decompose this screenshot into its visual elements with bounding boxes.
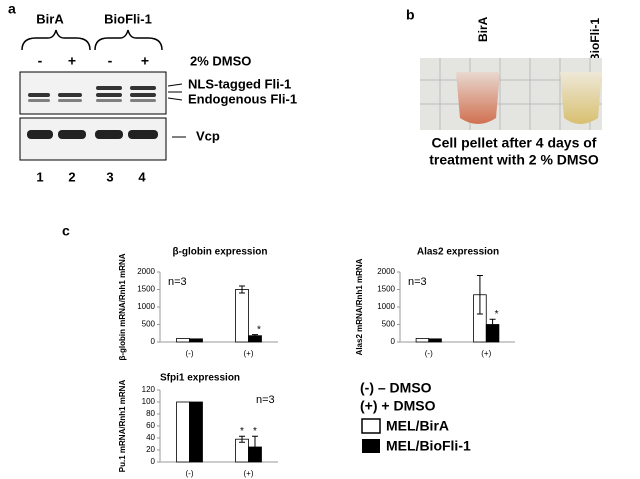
group-label: BirA	[36, 11, 64, 26]
annotation: n=3	[256, 394, 275, 406]
lane: 1	[36, 169, 43, 184]
chart-title: Alas2 expression	[417, 247, 499, 258]
error-bar	[476, 275, 483, 315]
y-tick-label: 1500	[377, 285, 395, 294]
x-tick-label: (-)	[425, 349, 433, 358]
band-label: NLS-tagged Fli-1	[188, 76, 291, 91]
treatment-label: 2% DMSO	[190, 53, 251, 68]
y-tick-label: 120	[142, 385, 156, 394]
annotation: n=3	[408, 276, 427, 288]
y-axis-label: Pu.1 mRNA/Rnh1 mRNA	[118, 380, 127, 473]
y-tick-label: 100	[142, 397, 156, 406]
lane: 3	[106, 169, 113, 184]
significance: *	[240, 426, 244, 437]
bar	[428, 338, 442, 343]
brace	[94, 29, 163, 51]
band-label: Endogenous Fli-1	[188, 91, 297, 106]
caption: Cell pellet after 4 days of	[432, 135, 597, 151]
x-tick-label: (-)	[186, 349, 194, 358]
bar	[176, 338, 190, 343]
y-tick-label: 0	[391, 337, 396, 346]
legend-entry: MEL/BirA	[386, 418, 449, 434]
treatment: +	[68, 53, 76, 69]
x-tick-label: (+)	[244, 349, 254, 358]
y-tick-label: 0	[151, 457, 156, 466]
bands	[28, 86, 156, 102]
band-label: Vcp	[196, 128, 220, 143]
y-tick-label: 60	[146, 421, 155, 430]
y-tick-label: 1500	[137, 285, 155, 294]
group-label: BioFli-1	[104, 11, 152, 26]
bands	[27, 130, 158, 139]
tube-label: BioFli-1	[588, 18, 602, 62]
tube-label: BirA	[476, 16, 490, 42]
y-tick-label: 0	[151, 337, 156, 346]
bar	[235, 289, 249, 343]
y-tick-label: 2000	[137, 267, 155, 276]
significance: *	[495, 309, 499, 320]
caption: treatment with 2 % DMSO	[429, 152, 599, 168]
y-tick-label: 500	[382, 320, 396, 329]
significance: *	[257, 324, 261, 335]
panel-label: a	[8, 1, 16, 17]
condition: (+) + DMSO	[360, 398, 436, 414]
error-bar	[251, 435, 258, 459]
legend-entry: MEL/BioFli-1	[386, 438, 471, 454]
bar	[415, 338, 430, 343]
legend-swatch	[361, 418, 381, 434]
treatment: -	[108, 53, 113, 69]
tube	[456, 72, 500, 124]
y-tick-label: 2000	[377, 267, 395, 276]
panel-label: c	[62, 223, 70, 239]
chart-title: β-globin expression	[172, 247, 267, 258]
x-tick-label: (+)	[481, 349, 491, 358]
error-bar	[239, 285, 246, 294]
lane: 4	[138, 169, 146, 184]
lane: 2	[68, 169, 75, 184]
brace	[21, 29, 91, 51]
annotation: n=3	[168, 276, 187, 288]
chart-title: Sfpi1 expression	[160, 373, 240, 384]
y-axis-label: β-globin mRNA/Rnh1 mRNA	[118, 253, 127, 360]
treatment: -	[38, 53, 43, 69]
treatment: +	[141, 53, 149, 69]
y-tick-label: 20	[146, 445, 155, 454]
error-bar	[489, 318, 496, 331]
y-tick-label: 1000	[377, 302, 395, 311]
x-tick-label: (-)	[186, 469, 194, 478]
tube	[560, 72, 602, 124]
error-bar	[251, 334, 258, 338]
bar	[189, 401, 203, 463]
y-tick-label: 40	[146, 433, 155, 442]
arrows	[167, 83, 186, 138]
bar	[189, 338, 203, 343]
y-tick-label: 500	[142, 320, 156, 329]
legend-swatch	[362, 439, 380, 453]
y-tick-label: 80	[146, 409, 155, 418]
significance: *	[253, 426, 257, 437]
condition: (-) – DMSO	[360, 380, 432, 396]
error-bar	[239, 435, 246, 443]
x-tick-label: (+)	[244, 469, 254, 478]
y-axis-label: Alas2 mRNA/Rnh1 mRNA	[355, 258, 364, 355]
bar	[176, 401, 190, 463]
y-tick-label: 1000	[137, 302, 155, 311]
panel-label: b	[406, 7, 415, 23]
